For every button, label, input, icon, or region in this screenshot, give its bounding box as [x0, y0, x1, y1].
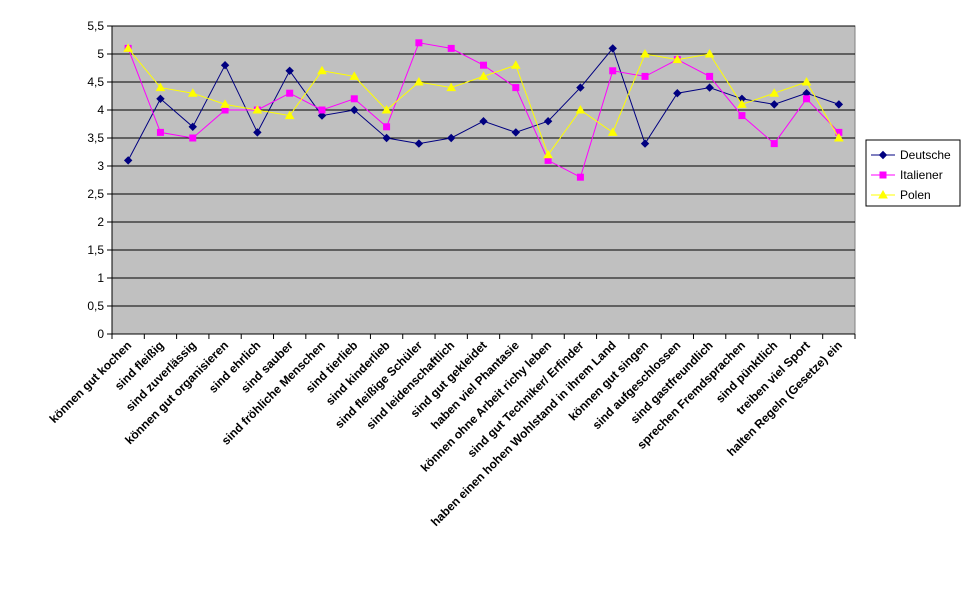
y-tick-label: 2,5: [87, 187, 104, 201]
data-point: [575, 104, 586, 114]
y-tick-label: 2: [97, 215, 104, 229]
data-point: [220, 99, 230, 108]
data-point: [350, 95, 358, 103]
data-point: [738, 112, 746, 120]
data-point: [640, 139, 650, 148]
legend-marker: [879, 171, 887, 179]
data-point: [543, 149, 553, 159]
y-tick-label: 3,5: [87, 131, 104, 145]
data-point: [704, 48, 715, 58]
data-point: [446, 82, 457, 92]
y-tick-label: 1,5: [87, 243, 104, 257]
legend-item-deutsche: Deutsche: [871, 148, 951, 162]
data-point: [705, 83, 714, 92]
data-point: [188, 122, 197, 132]
data-point: [156, 128, 164, 136]
data-point: [608, 44, 617, 53]
data-point: [414, 76, 424, 86]
data-point: [672, 54, 683, 64]
y-tick-label: 3: [97, 159, 104, 173]
data-point: [447, 44, 455, 52]
legend-marker: [878, 189, 888, 199]
y-tick-label: 0,5: [87, 299, 104, 313]
y-tick-label: 0: [97, 327, 104, 341]
legend-label: Italiener: [900, 168, 943, 182]
series-polen: [123, 43, 844, 159]
data-point: [706, 72, 714, 80]
data-point: [803, 95, 811, 103]
data-point: [187, 88, 198, 97]
data-point: [640, 48, 650, 58]
data-point: [317, 65, 327, 75]
data-point: [607, 127, 618, 136]
data-point: [414, 139, 424, 148]
data-point: [511, 128, 521, 137]
data-point: [512, 84, 520, 92]
data-point: [156, 94, 165, 104]
data-point: [317, 111, 327, 120]
gridlines: [112, 25, 855, 307]
data-point: [350, 105, 359, 115]
data-point: [155, 82, 166, 92]
data-point: [480, 61, 487, 69]
data-point: [834, 100, 844, 109]
data-point: [415, 39, 423, 47]
data-point: [478, 71, 489, 80]
data-point: [286, 89, 294, 97]
data-point: [220, 60, 230, 70]
data-point: [252, 104, 263, 114]
data-point: [123, 156, 133, 165]
data-point: [543, 116, 553, 126]
y-tick-label: 1: [97, 271, 104, 285]
data-point: [381, 104, 392, 114]
y-tick-label: 5: [97, 47, 104, 61]
data-point: [576, 173, 584, 181]
data-point: [189, 134, 197, 142]
y-tick-label: 4,5: [87, 75, 104, 89]
data-point: [446, 133, 456, 143]
data-point: [318, 106, 326, 114]
data-point: [770, 100, 779, 109]
data-point: [284, 110, 295, 120]
data-point: [769, 88, 780, 97]
series-lines: [123, 39, 844, 181]
data-point: [673, 88, 682, 98]
legend-item-polen: Polen: [871, 188, 931, 202]
data-point: [801, 76, 812, 86]
data-point: [479, 116, 488, 126]
data-point: [383, 123, 391, 131]
y-axis-ticks: 0 0,5 1 1,5 2 2,5 3 3,5 4 4,5 5 5,5: [87, 19, 112, 341]
data-point: [576, 83, 585, 92]
data-point: [737, 99, 747, 108]
legend-label: Deutsche: [900, 148, 951, 162]
data-point: [510, 60, 521, 69]
legend-label: Polen: [900, 188, 931, 202]
data-point: [770, 140, 778, 148]
data-point: [349, 71, 360, 80]
data-point: [609, 67, 617, 75]
axes: [111, 26, 855, 335]
legend-item-italiener: Italiener: [871, 168, 943, 182]
data-point: [641, 72, 649, 80]
legend-marker: [878, 150, 888, 160]
data-point: [382, 133, 391, 143]
legend: Deutsche Italiener Polen: [865, 139, 961, 207]
y-tick-label: 5,5: [87, 19, 104, 33]
data-point: [833, 132, 844, 142]
data-point: [123, 43, 134, 52]
y-tick-label: 4: [97, 103, 104, 117]
data-point: [285, 66, 294, 76]
data-point: [253, 128, 262, 137]
